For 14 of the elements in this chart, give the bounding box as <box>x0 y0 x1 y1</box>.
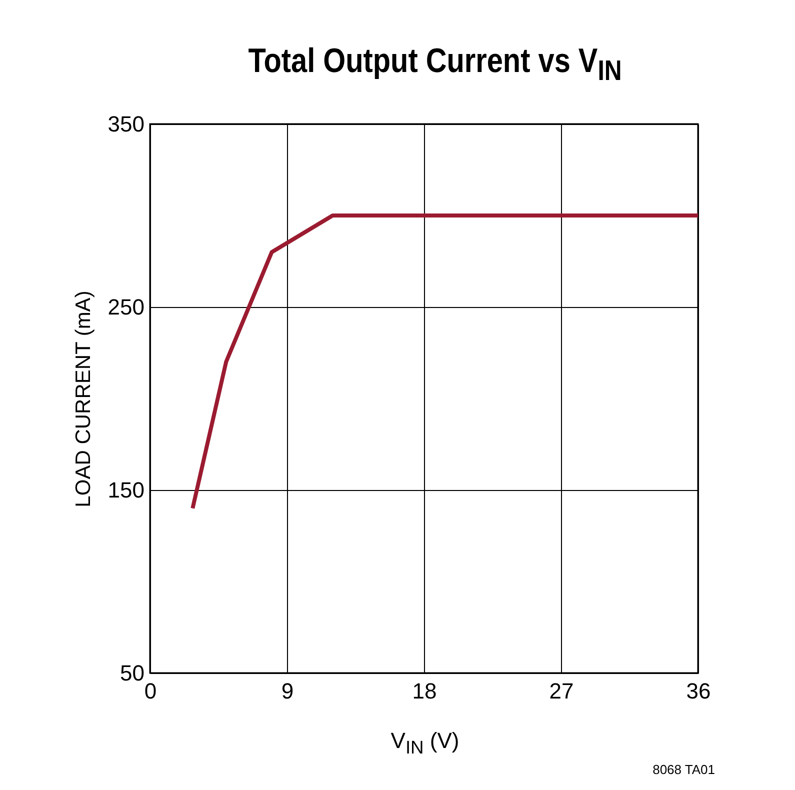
x-tick-label: 36 <box>686 678 711 704</box>
text: 8068 TA01 <box>652 762 715 777</box>
x-tick-label: 9 <box>281 678 294 704</box>
x-tick-label: 27 <box>549 678 574 704</box>
y-tick-label: 50 <box>120 660 144 686</box>
y-tick-label: 150 <box>108 478 144 502</box>
x-tick-label: 18 <box>412 678 437 704</box>
y-tick-label: 350 <box>108 112 144 136</box>
chart-title: Total Output Current vs V$_{IN}$ <box>247 42 623 88</box>
x-tick-label: 0 <box>144 678 157 704</box>
line-series <box>190 214 700 510</box>
y-tick-label: 250 <box>108 294 144 320</box>
y-axis-title: LOAD CURRENT (mA) <box>72 290 95 508</box>
x-axis-title: V$_{IN}$ (V) <box>390 728 460 758</box>
